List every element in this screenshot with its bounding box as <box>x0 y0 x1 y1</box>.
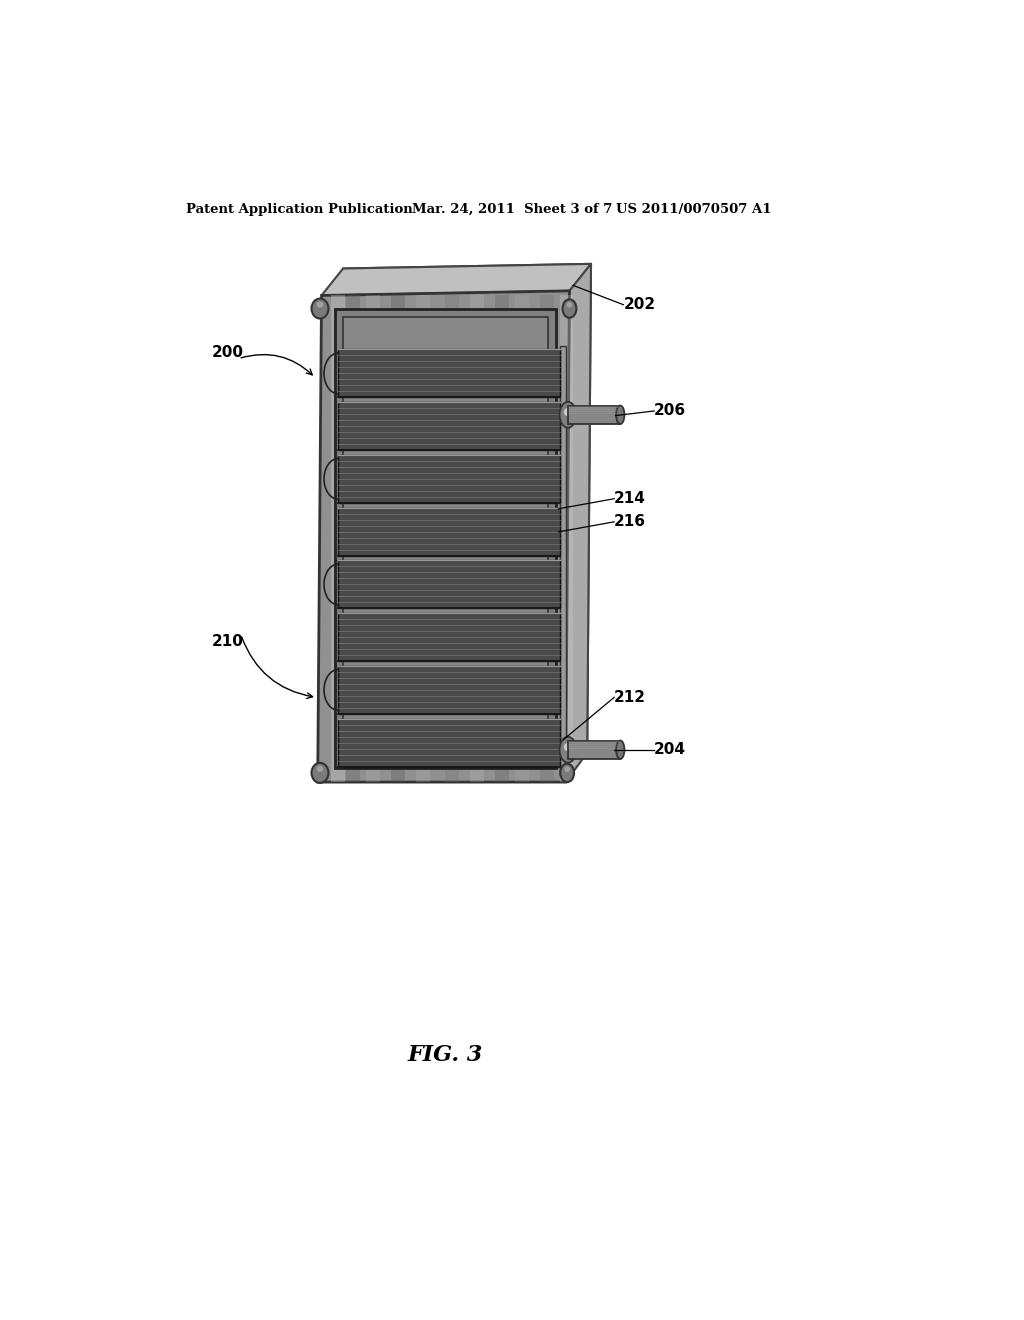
Text: 202: 202 <box>624 297 655 313</box>
Polygon shape <box>559 296 573 781</box>
Text: Mar. 24, 2011  Sheet 3 of 7: Mar. 24, 2011 Sheet 3 of 7 <box>412 203 612 216</box>
Polygon shape <box>560 346 565 771</box>
Ellipse shape <box>559 737 577 763</box>
Ellipse shape <box>316 766 324 772</box>
Text: 214: 214 <box>614 491 646 507</box>
Polygon shape <box>565 264 591 781</box>
Text: 204: 204 <box>654 742 686 758</box>
Polygon shape <box>336 309 556 768</box>
Polygon shape <box>339 350 560 397</box>
Text: FIG. 3: FIG. 3 <box>407 1044 482 1067</box>
Polygon shape <box>339 612 560 661</box>
Text: Patent Application Publication: Patent Application Publication <box>186 203 413 216</box>
Polygon shape <box>339 403 560 450</box>
Polygon shape <box>339 665 560 714</box>
Text: US 2011/0070507 A1: US 2011/0070507 A1 <box>615 203 771 216</box>
Polygon shape <box>391 296 404 781</box>
Ellipse shape <box>562 300 577 318</box>
Polygon shape <box>445 296 460 781</box>
Polygon shape <box>367 296 380 781</box>
Polygon shape <box>343 317 548 760</box>
Ellipse shape <box>616 405 625 424</box>
Polygon shape <box>540 296 554 781</box>
Polygon shape <box>339 455 560 503</box>
Polygon shape <box>515 296 528 781</box>
Polygon shape <box>416 296 430 781</box>
Text: 200: 200 <box>211 345 244 360</box>
Polygon shape <box>339 718 560 767</box>
Polygon shape <box>568 405 621 424</box>
Ellipse shape <box>311 763 329 783</box>
Ellipse shape <box>311 298 329 318</box>
Polygon shape <box>470 296 484 781</box>
Ellipse shape <box>566 302 572 308</box>
Text: 212: 212 <box>614 690 646 705</box>
Polygon shape <box>568 741 621 759</box>
Ellipse shape <box>616 741 625 759</box>
Polygon shape <box>339 264 591 752</box>
Ellipse shape <box>564 767 570 772</box>
Ellipse shape <box>560 763 574 781</box>
Polygon shape <box>332 296 345 781</box>
Ellipse shape <box>559 401 577 428</box>
Polygon shape <box>346 296 360 781</box>
Text: 216: 216 <box>614 515 646 529</box>
Polygon shape <box>322 264 591 296</box>
Text: 210: 210 <box>211 635 244 649</box>
Polygon shape <box>339 561 560 609</box>
Text: 206: 206 <box>654 404 686 418</box>
Polygon shape <box>317 290 569 781</box>
Polygon shape <box>339 508 560 556</box>
Ellipse shape <box>316 301 324 308</box>
Polygon shape <box>495 296 509 781</box>
